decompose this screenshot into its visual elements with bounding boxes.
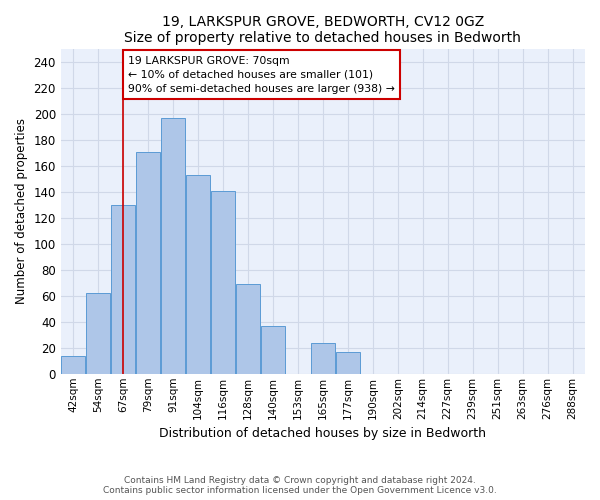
X-axis label: Distribution of detached houses by size in Bedworth: Distribution of detached houses by size … [160,427,487,440]
Bar [136,152,160,374]
Bar [261,326,285,374]
Text: 19 LARKSPUR GROVE: 70sqm
← 10% of detached houses are smaller (101)
90% of semi-: 19 LARKSPUR GROVE: 70sqm ← 10% of detach… [128,56,395,94]
Bar [211,190,235,374]
Bar [111,205,136,374]
Title: 19, LARKSPUR GROVE, BEDWORTH, CV12 0GZ
Size of property relative to detached hou: 19, LARKSPUR GROVE, BEDWORTH, CV12 0GZ S… [124,15,521,45]
Bar [86,294,110,374]
Bar [236,284,260,374]
Bar [61,356,85,374]
Bar [161,118,185,374]
Text: Contains HM Land Registry data © Crown copyright and database right 2024.
Contai: Contains HM Land Registry data © Crown c… [103,476,497,495]
Bar [336,352,360,374]
Y-axis label: Number of detached properties: Number of detached properties [15,118,28,304]
Bar [311,342,335,374]
Bar [186,175,210,374]
